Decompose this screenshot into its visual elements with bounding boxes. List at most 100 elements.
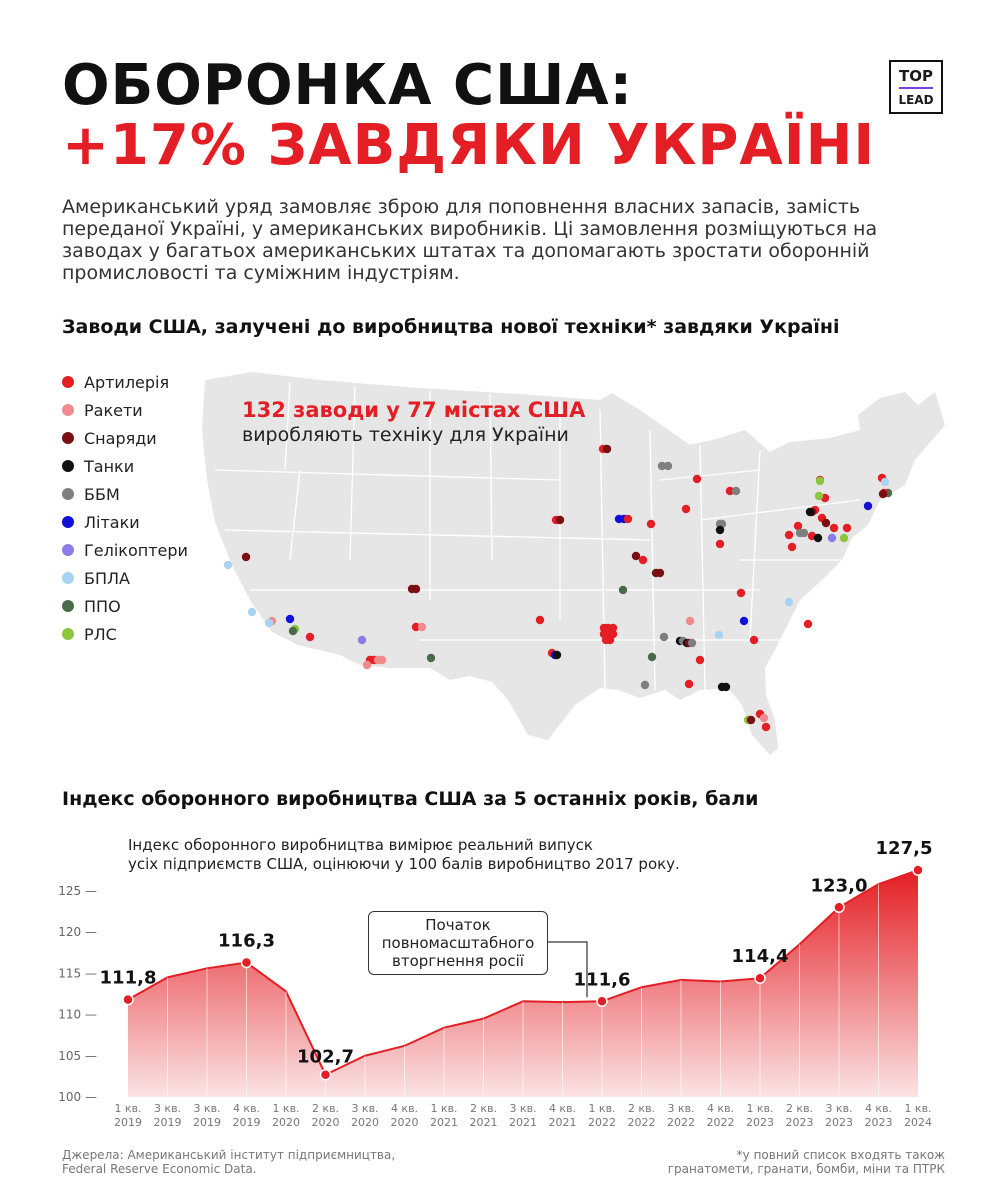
factory-dot — [631, 551, 641, 561]
factory-dot — [605, 635, 615, 645]
x-tick-label: 4 кв. 2022 — [707, 1102, 735, 1129]
legend-label: Танки — [84, 456, 135, 476]
y-tick-label: 105 — — [58, 1049, 97, 1063]
factory-dot — [761, 722, 771, 732]
chart-axis: 100 — 105 — 110 — 115 — 120 — 125 — 1 кв. 2019 3… — [58, 884, 932, 1129]
state-border — [224, 529, 651, 541]
factory-dot — [746, 715, 756, 725]
legend-item: Снаряди — [62, 424, 188, 452]
state-border — [349, 385, 356, 561]
legend-item: Ракети — [62, 396, 188, 424]
factory-dot — [685, 616, 695, 626]
factory-dot — [362, 660, 372, 670]
data-point — [833, 901, 845, 913]
x-tick-label: 2 кв. 2020 — [312, 1102, 340, 1129]
factory-dot — [657, 461, 667, 471]
state-border — [284, 381, 291, 471]
us-map-land — [202, 372, 945, 755]
state-border — [749, 449, 761, 641]
map-heading: Заводи США, залучені до виробництва ново… — [62, 316, 840, 338]
x-tick-label: 1 кв. 2020 — [272, 1102, 300, 1129]
y-tick-label: 115 — — [58, 966, 97, 980]
factory-dot — [552, 650, 562, 660]
factory-dot — [827, 533, 837, 543]
logo-divider — [899, 87, 933, 89]
y-tick-label: 125 — — [58, 884, 97, 898]
legend-uav-dot — [62, 572, 74, 584]
factory-dot — [659, 632, 669, 642]
sources-line-1: Джерела: Американський інститут підприєм… — [62, 1148, 396, 1162]
legend-item: Літаки — [62, 508, 188, 536]
legend-missiles-dot — [62, 404, 74, 416]
factory-dot — [842, 523, 852, 533]
legend-label: ББМ — [84, 484, 120, 504]
legend-label: Гелікоптери — [84, 540, 188, 560]
factory-dot — [815, 476, 825, 486]
data-label: 102,7 — [297, 1047, 354, 1068]
factory-dot — [305, 632, 315, 642]
factory-dot — [731, 486, 741, 496]
factory-dot — [715, 539, 725, 549]
factory-dot — [535, 615, 545, 625]
defense-index-chart: 100 — 105 — 110 — 115 — 120 — 125 — 1 кв. 2019 3… — [58, 838, 933, 1129]
factory-dot — [803, 619, 813, 629]
factory-dot — [241, 552, 251, 562]
x-tick-label: 1 кв. 2022 — [588, 1102, 616, 1129]
factory-dot — [714, 630, 724, 640]
data-point — [596, 995, 608, 1008]
factory-dot — [223, 560, 233, 570]
legend-shells-dot — [62, 432, 74, 444]
state-border — [489, 393, 493, 561]
legend-label: Літаки — [84, 512, 140, 532]
factory-dot — [814, 491, 824, 501]
annotation-line-2: повномасштабного — [381, 934, 535, 952]
factory-dot — [878, 489, 888, 499]
data-label: 127,5 — [876, 838, 933, 859]
factory-dot — [739, 616, 749, 626]
factory-dots — [223, 444, 893, 732]
legend-air-defense-dot — [62, 600, 74, 612]
state-border — [214, 469, 561, 481]
factory-dot — [426, 653, 436, 663]
factory-dot — [736, 588, 746, 598]
lead-paragraph: Американський уряд замовляє зброю для по… — [62, 196, 878, 284]
factory-dot — [411, 622, 421, 632]
legend-item: ББМ — [62, 480, 188, 508]
y-tick-label: 110 — — [58, 1008, 97, 1022]
factory-dot — [655, 568, 665, 578]
x-tick-label: 4 кв. 2021 — [549, 1102, 577, 1129]
legend-item: БПЛА — [62, 564, 188, 592]
factory-dot — [411, 584, 421, 594]
factory-dot — [247, 607, 257, 617]
invasion-annotation: Початок повномасштабного вторгнення росі… — [368, 911, 548, 975]
factory-dot — [684, 679, 694, 689]
legend-artillery-dot — [62, 376, 74, 388]
data-label: 116,3 — [218, 931, 275, 952]
footnote-line-1: *у повний список входять також — [736, 1148, 945, 1162]
legend-radar-dot — [62, 628, 74, 640]
index-line — [127, 869, 919, 1077]
annotation-line-1: Початок — [425, 916, 491, 934]
x-tick-label: 3 кв. 2019 — [193, 1102, 221, 1129]
factory-dot — [663, 461, 673, 471]
factory-dot — [799, 528, 809, 538]
legend-helicopters-dot — [62, 544, 74, 556]
factory-dot — [784, 597, 794, 607]
y-tick-label: 100 — — [58, 1090, 97, 1104]
factory-dot — [602, 444, 612, 454]
legend-label: БПЛА — [84, 568, 130, 588]
data-point — [912, 864, 924, 876]
factory-dot — [759, 713, 769, 723]
factory-dot — [608, 623, 618, 633]
state-border — [699, 444, 706, 691]
data-point — [240, 956, 253, 969]
factory-dot — [715, 525, 725, 535]
index-description-line-1: Індекс оборонного виробництва вимірює ре… — [128, 836, 593, 854]
annotation-connector — [548, 941, 588, 998]
x-tick-label: 2 кв. 2021 — [470, 1102, 498, 1129]
top-lead-logo: TOP LEAD — [889, 60, 943, 114]
legend-label: Снаряди — [84, 428, 157, 448]
map-note-headline: 132 заводи у 77 містах США — [242, 398, 586, 422]
footnote-line-2: гранатомети, гранати, бомби, міни та ПТР… — [667, 1162, 945, 1176]
legend-item: ППО — [62, 592, 188, 620]
